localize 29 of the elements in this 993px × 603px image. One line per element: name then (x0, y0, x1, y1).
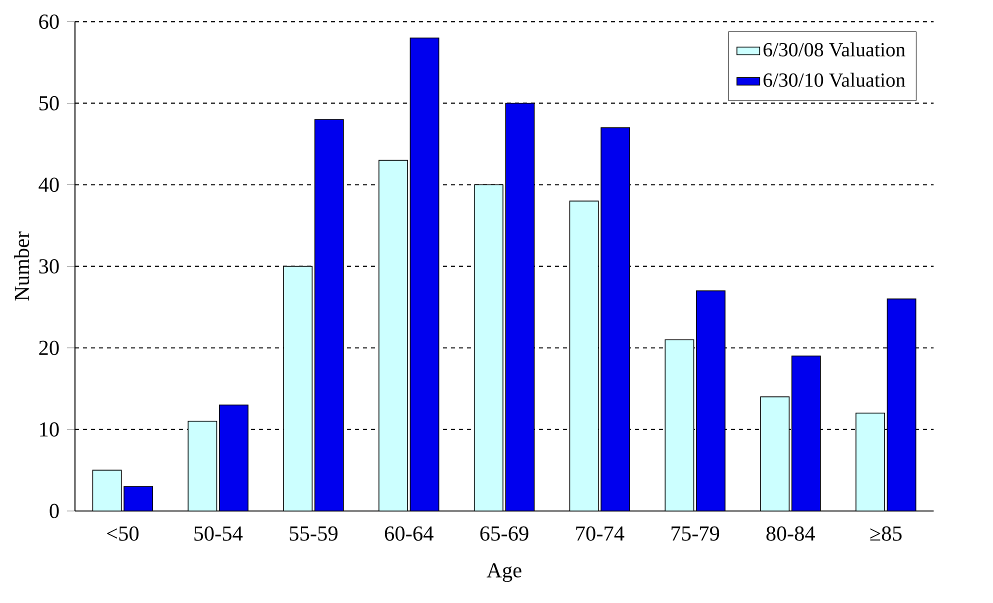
bar (474, 184, 504, 511)
x-tick-label: 70-74 (576, 526, 624, 541)
x-tick-label: 50-54 (194, 526, 243, 541)
x-tick-label: <50 (107, 526, 139, 541)
y-tick-label: 50 (39, 96, 59, 110)
x-tick-label: 55-59 (290, 526, 338, 541)
y-tick-label: 60 (39, 14, 59, 29)
x-tick-label: 75-79 (672, 526, 720, 541)
bar (92, 470, 122, 511)
bar (569, 200, 599, 511)
bar (378, 160, 408, 511)
bar (760, 396, 790, 511)
x-tick-label: 60-64 (384, 526, 434, 541)
bar (188, 420, 218, 511)
y-tick-label: 40 (38, 178, 59, 192)
bar (856, 412, 885, 511)
y-tick-label: 20 (39, 340, 59, 356)
x-axis-title: Age (486, 563, 522, 582)
bar (664, 339, 694, 511)
legend-label: 6/30/10 Valuation (764, 72, 906, 87)
x-tick-label: ≥85 (870, 526, 902, 541)
x-tick-label: 80-84 (766, 526, 816, 541)
y-tick-label: 0 (50, 504, 59, 518)
y-tick-label: 10 (40, 422, 59, 437)
bar (283, 266, 313, 511)
y-axis-title: Number (14, 232, 30, 301)
y-tick-label: 30 (39, 259, 59, 274)
x-tick-label: 65-69 (480, 526, 528, 541)
legend-label: 6/30/08 Valuation (764, 42, 906, 57)
